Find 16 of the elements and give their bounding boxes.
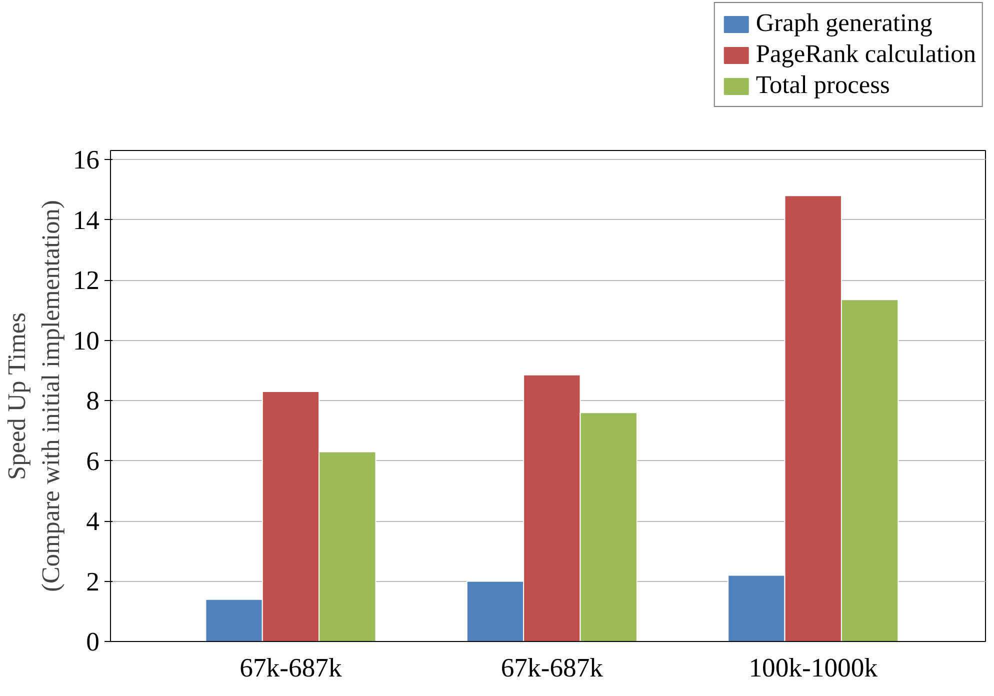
- y-tick-label: 12: [72, 265, 100, 296]
- legend-label: Total process: [756, 71, 890, 100]
- x-tick-label: 67k-687k: [500, 652, 604, 682]
- y-tick-label: 14: [72, 204, 100, 235]
- y-tick-label: 4: [86, 506, 100, 536]
- y-axis-title: Speed Up Times (Compare with initial implementation): [3, 200, 65, 592]
- y-tick-label: 2: [86, 566, 100, 596]
- y-tick-label: 0: [86, 626, 100, 656]
- x-tick-label: 100k-1000k: [748, 652, 878, 682]
- y-tick-label: 10: [72, 325, 100, 356]
- legend-label: Graph generating: [756, 9, 932, 38]
- y-tick-label: 8: [86, 386, 100, 416]
- x-tick-label: 67k-687k: [240, 652, 342, 682]
- y-tick-label: 6: [86, 446, 100, 476]
- legend-label: PageRank calculation: [756, 40, 976, 69]
- y-tick-label: 16: [72, 144, 100, 175]
